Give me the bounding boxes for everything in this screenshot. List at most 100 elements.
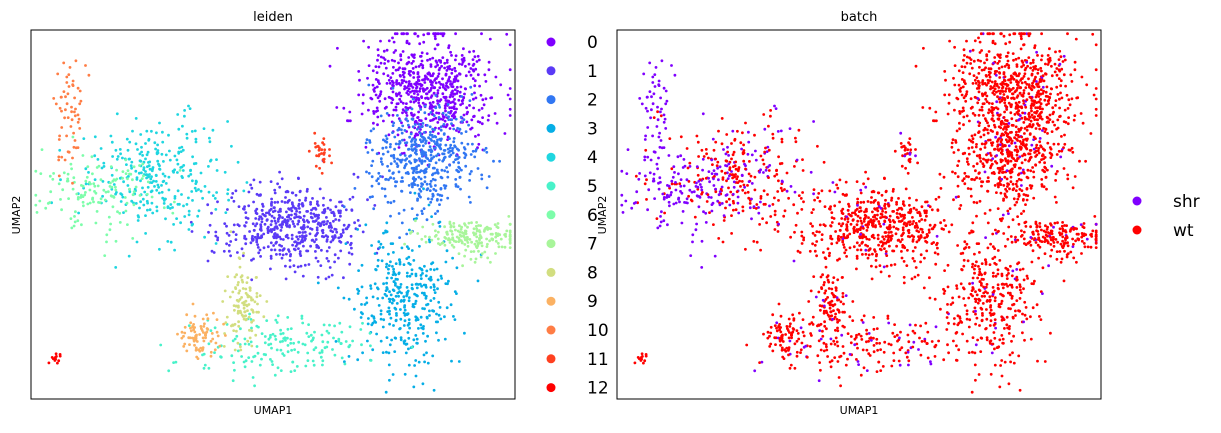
cell-point <box>970 146 974 149</box>
cell-point <box>962 123 965 127</box>
cell-point <box>231 290 235 294</box>
cell-point <box>417 175 421 179</box>
cell-point <box>155 188 159 192</box>
cell-point <box>1035 80 1038 83</box>
cell-point <box>490 237 494 241</box>
cell-point <box>467 221 471 225</box>
cell-point <box>216 334 220 338</box>
cell-point <box>388 300 392 303</box>
cell-point <box>439 128 443 132</box>
cell-point <box>415 282 419 286</box>
cell-point <box>999 292 1002 296</box>
cell-point <box>1013 141 1017 145</box>
cell-point <box>1007 327 1011 331</box>
cell-point <box>895 200 898 204</box>
cell-point <box>239 311 243 315</box>
cell-point <box>468 104 471 107</box>
cell-point <box>422 325 425 328</box>
cell-point <box>401 101 405 105</box>
cell-point <box>207 230 210 234</box>
cell-point <box>53 359 57 362</box>
cell-point <box>934 197 938 201</box>
cell-point <box>1041 107 1044 111</box>
cell-point <box>337 211 341 215</box>
cell-point <box>439 125 443 129</box>
cell-point <box>325 345 329 349</box>
cell-point <box>436 170 439 174</box>
cell-point <box>321 141 324 145</box>
cell-point <box>229 230 233 234</box>
cell-point <box>995 154 999 157</box>
cell-point <box>157 185 161 189</box>
cell-point <box>1015 179 1019 183</box>
cell-point <box>1054 50 1057 54</box>
cell-point <box>1001 90 1005 93</box>
cell-point <box>1043 148 1046 152</box>
cell-point <box>826 247 830 251</box>
cell-point <box>1059 155 1063 159</box>
cell-point <box>248 289 252 292</box>
cell-point <box>109 165 113 169</box>
cell-point <box>412 385 416 389</box>
cell-point <box>262 315 266 319</box>
cell-point <box>464 130 468 134</box>
cell-point <box>412 92 416 95</box>
cell-point <box>67 150 71 154</box>
cell-point <box>1015 159 1019 163</box>
cell-point <box>146 165 149 169</box>
cell-point <box>1059 84 1063 88</box>
cell-point <box>208 136 211 140</box>
cell-point <box>407 255 411 259</box>
cell-point <box>410 107 414 111</box>
cell-point <box>961 71 965 74</box>
cell-point <box>67 73 71 76</box>
cell-point <box>429 96 433 99</box>
cell-point <box>879 240 882 244</box>
cell-point <box>210 332 214 335</box>
cell-point <box>454 69 457 73</box>
cell-point <box>370 244 373 247</box>
cell-point <box>969 58 973 61</box>
cell-point <box>922 46 925 50</box>
cell-point <box>313 142 317 145</box>
cell-point <box>1044 127 1048 131</box>
cell-point <box>1018 309 1022 313</box>
cell-point <box>406 61 409 65</box>
cell-point <box>822 223 826 227</box>
cell-point <box>864 170 867 174</box>
cell-point <box>262 246 266 250</box>
cell-point <box>320 248 323 252</box>
cell-point <box>57 158 61 162</box>
cell-point <box>248 336 252 340</box>
cell-point <box>883 202 887 206</box>
cell-point <box>1011 182 1015 186</box>
cell-point <box>421 101 425 105</box>
cell-point <box>86 165 90 169</box>
cell-point <box>350 246 353 250</box>
cell-point <box>1016 157 1020 160</box>
cell-point <box>1016 139 1019 142</box>
cell-point <box>266 231 270 235</box>
cell-point <box>493 112 497 115</box>
cell-point <box>176 189 180 193</box>
cell-point <box>191 155 195 159</box>
cell-point <box>971 262 975 266</box>
cell-point <box>161 130 164 134</box>
cell-point <box>350 252 354 256</box>
cell-point <box>81 184 85 188</box>
cell-point <box>335 230 339 234</box>
cell-point <box>433 178 437 182</box>
cell-point <box>311 359 315 363</box>
cell-point <box>125 137 129 141</box>
cell-point <box>981 79 985 82</box>
cell-point <box>402 208 406 212</box>
cell-point <box>413 191 417 195</box>
cell-point <box>851 211 854 215</box>
cell-point <box>883 247 886 251</box>
cell-point <box>374 93 378 97</box>
cell-point <box>1049 156 1053 160</box>
cell-point <box>884 198 887 202</box>
cell-point <box>225 224 228 228</box>
cell-point <box>450 230 454 233</box>
cell-point <box>359 311 363 314</box>
